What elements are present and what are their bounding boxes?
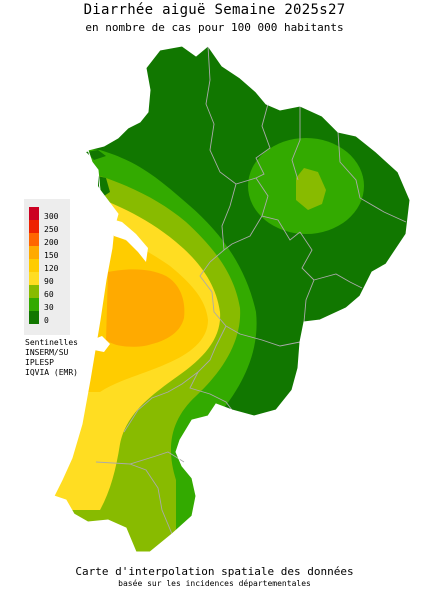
legend-label-300: 300 bbox=[44, 212, 59, 221]
source-line: INSERM/SU bbox=[25, 348, 69, 357]
legend-label-200: 200 bbox=[44, 238, 59, 247]
legend-swatch-30 bbox=[29, 298, 39, 311]
legend-swatch-250 bbox=[29, 220, 39, 233]
map-title: Diarrhée aiguë Semaine 2025s27 bbox=[83, 2, 346, 18]
band-120-150 bbox=[54, 232, 208, 392]
legend-label-0: 0 bbox=[44, 316, 49, 325]
legend-label-60: 60 bbox=[44, 290, 54, 299]
legend-swatch-60 bbox=[29, 285, 39, 298]
legend-label-120: 120 bbox=[44, 264, 59, 273]
legend-swatch-90 bbox=[29, 272, 39, 285]
legend-label-90: 90 bbox=[44, 277, 54, 286]
legend-swatch-150 bbox=[29, 246, 39, 259]
data-sources: Sentinelles INSERM/SU IPLESP IQVIA (EMR) bbox=[25, 338, 78, 378]
region-outline bbox=[53, 45, 411, 553]
source-line: IPLESP bbox=[25, 358, 54, 367]
legend-label-250: 250 bbox=[44, 225, 59, 234]
legend-swatch-300 bbox=[29, 207, 39, 220]
band-150-200 bbox=[106, 269, 185, 347]
legend-label-30: 30 bbox=[44, 303, 54, 312]
legend-swatch-200 bbox=[29, 233, 39, 246]
source-line: Sentinelles bbox=[25, 338, 78, 347]
estuary bbox=[108, 218, 148, 262]
island-re bbox=[86, 150, 106, 160]
legend-swatch-0 bbox=[29, 311, 39, 324]
legend-label-150: 150 bbox=[44, 251, 59, 260]
source-line: IQVIA (EMR) bbox=[25, 368, 78, 377]
color-legend: 300 250 200 150 120 90 60 30 0 bbox=[24, 199, 70, 335]
footer-subcaption: basée sur les incidences départementales bbox=[118, 579, 311, 588]
department-borders bbox=[95, 45, 407, 535]
legend-swatch-120 bbox=[29, 259, 39, 272]
map-subtitle: en nombre de cas pour 100 000 habitants bbox=[85, 21, 344, 34]
footer-caption: Carte d'interpolation spatiale des donné… bbox=[75, 565, 354, 578]
hotspot-ne-inner bbox=[296, 168, 326, 210]
